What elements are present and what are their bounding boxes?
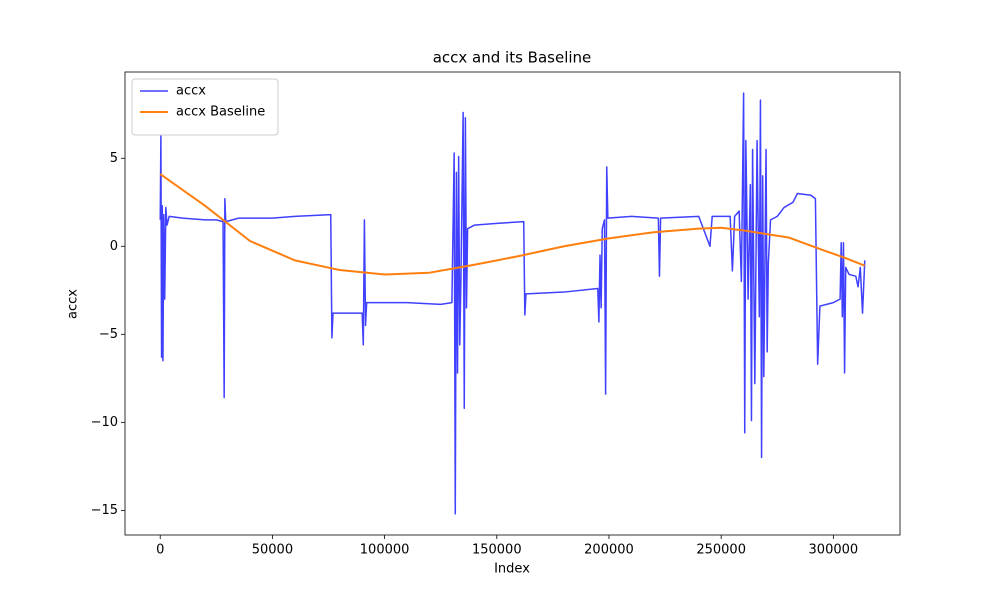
y-axis-label: accx: [66, 289, 81, 319]
legend-box: [131, 78, 279, 136]
x-tick-label: 100000: [360, 543, 410, 558]
x-tick-label: 250000: [696, 543, 746, 558]
legend-label: accx: [176, 84, 206, 99]
y-tick-label: 0: [110, 239, 118, 254]
x-axis-label: Index: [494, 562, 530, 577]
data-line: [159, 173, 866, 276]
y-tick-label: 5: [110, 151, 118, 166]
y-tick-label: −15: [91, 503, 118, 518]
x-tick-label: 300000: [809, 543, 859, 558]
x-tick-label: 150000: [472, 543, 522, 558]
x-tick-label: 200000: [584, 543, 634, 558]
y-tick-label: −5: [99, 327, 118, 342]
plot-frame: [124, 71, 901, 536]
legend-label: accx Baseline: [176, 105, 265, 120]
data-line: [159, 92, 866, 515]
y-tick-label: −10: [91, 415, 118, 430]
x-tick-label: 0: [156, 543, 164, 558]
x-tick-label: 50000: [252, 543, 293, 558]
chart-title: accx and its Baseline: [433, 49, 592, 67]
